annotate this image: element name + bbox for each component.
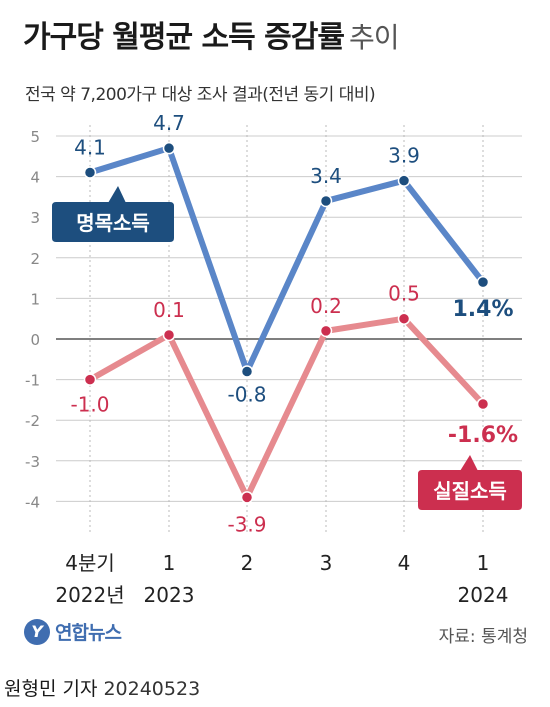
data-point — [397, 312, 411, 325]
data-point — [476, 397, 490, 411]
legend-pointer-nominal — [108, 186, 126, 203]
x-tick-label: 4 — [398, 551, 411, 575]
data-label: 1.4% — [452, 297, 513, 322]
title-tail: 추이 — [349, 21, 400, 54]
legend-badge-real — [418, 470, 522, 510]
data-label: -0.8 — [227, 382, 266, 406]
data-label: 3.4 — [310, 164, 342, 188]
y-tick-label: 1 — [30, 290, 40, 308]
y-tick-label: -3 — [25, 453, 40, 471]
data-point — [240, 365, 254, 378]
x-tick-label: 4분기 — [65, 551, 115, 575]
x-tick-year-label: 2022년 — [55, 583, 124, 607]
data-label: -1.6% — [448, 423, 518, 448]
logo-text: 연합뉴스 — [55, 622, 122, 644]
y-tick-label: 5 — [30, 128, 40, 146]
legend-badge-nominal — [52, 202, 174, 242]
data-point — [319, 194, 333, 208]
data-point — [162, 328, 176, 342]
line-chart: 5 4 3 2 1 0 -1 -2 -3 -4 4분기 2022년 1 2023 2 3 4 1 2024 4.1 4.… — [25, 111, 522, 607]
x-tick-label: 2 — [241, 551, 254, 575]
y-tick-label: 3 — [30, 209, 40, 227]
y-tick-label: 4 — [30, 169, 40, 187]
data-point — [476, 275, 490, 289]
legend-label-real: 실질소득 — [433, 479, 507, 503]
data-label: -3.9 — [227, 512, 266, 536]
series-line-1 — [87, 145, 486, 375]
data-label: 4.1 — [74, 136, 106, 160]
y-tick-label: -1 — [25, 372, 40, 390]
title-main: 가구당 월평균 소득 증감률 — [23, 20, 345, 55]
data-label: 0.5 — [388, 282, 420, 306]
byline: 원형민 기자 20240523 — [4, 674, 200, 701]
data-point — [162, 141, 176, 155]
chart-title: 가구당 월평균 소득 증감률 추이 — [23, 12, 400, 56]
x-tick-label: 1 — [477, 551, 490, 575]
data-point — [83, 373, 97, 386]
data-label: 4.7 — [153, 111, 185, 135]
y-tick-label: 2 — [30, 250, 40, 268]
data-point — [319, 324, 333, 338]
yonhap-logo-icon: Y — [24, 618, 50, 645]
data-point — [83, 166, 97, 179]
legend-label-nominal: 명목소득 — [76, 211, 150, 235]
x-tick-label: 3 — [320, 551, 333, 575]
legend-pointer-real — [460, 455, 478, 471]
y-tick-label: 0 — [30, 331, 40, 349]
publish-date: 20240523 — [103, 678, 201, 700]
data-point — [397, 174, 411, 187]
data-label: 0.2 — [310, 294, 342, 318]
data-label: 0.1 — [153, 298, 185, 322]
yonhap-logo: Y 연합뉴스 — [24, 618, 122, 645]
x-tick-label: 1 — [163, 551, 176, 575]
x-tick-year-label: 2023 — [144, 583, 195, 607]
data-label: 3.9 — [388, 144, 420, 168]
series-line-2 — [87, 315, 486, 501]
reporter-name: 원형민 기자 — [4, 678, 98, 700]
x-tick-year-label: 2024 — [458, 583, 509, 607]
chart-subtitle: 전국 약 7,200가구 대상 조사 결과(전년 동기 대비) — [25, 85, 376, 105]
data-point — [240, 491, 254, 504]
data-label: -1.0 — [70, 393, 109, 417]
y-tick-label: -2 — [25, 412, 40, 430]
y-tick-label: -4 — [25, 493, 40, 511]
source-note: 자료: 통계청 — [438, 627, 528, 647]
